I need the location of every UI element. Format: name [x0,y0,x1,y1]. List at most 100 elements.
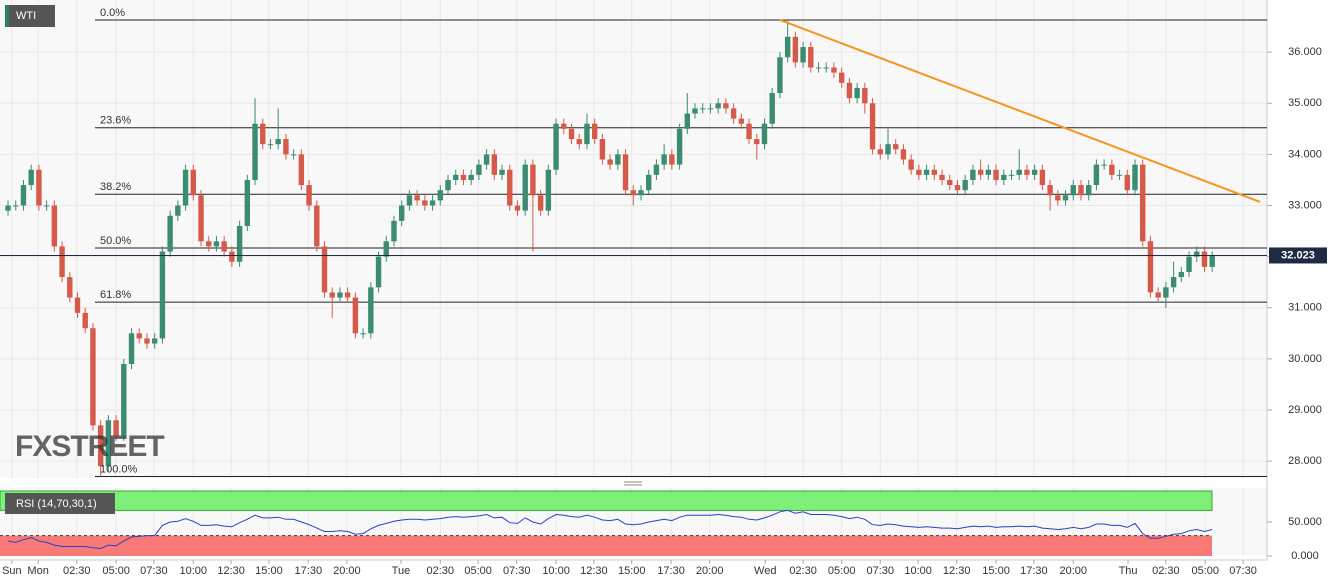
candle-body [275,139,281,145]
current-price-tag [1269,247,1327,264]
candle-body [398,205,405,221]
symbol-label: WTI [16,10,36,22]
x-tick-label: Tue [392,565,411,577]
fib-label: 23.6% [100,115,131,127]
x-tick-label: 15:00 [618,565,646,577]
candle-body [383,241,389,257]
candle-body [1178,271,1185,278]
candle-body [947,179,953,186]
candle-body [908,159,914,170]
candle-body [105,420,112,467]
candle-body [514,205,521,211]
candle-body [167,215,173,252]
candle-body [777,57,783,94]
rsi-badge [5,493,115,514]
x-tick-label: 15:00 [255,565,283,577]
x-tick-label: 07:30 [140,565,168,577]
candle-body [792,36,799,63]
candle-body [59,246,65,278]
candle-body [723,103,729,109]
x-tick-label: 10:00 [904,565,932,577]
candle-body [260,123,266,145]
x-tick-label: 17:30 [295,565,323,577]
candle-body [414,195,420,201]
x-tick-label: 05:00 [828,565,856,577]
fib-label: 50.0% [100,235,131,247]
candle-body [676,128,683,165]
candle-body [885,144,891,155]
candle-body [530,164,536,196]
candle-body [893,144,899,150]
candle-body [568,128,575,140]
x-tick-label: Sun [2,565,22,577]
x-tick-label: 12:30 [217,565,245,577]
candle-body [198,195,204,242]
candle-body [862,87,868,104]
candle-body [121,363,127,436]
candle-body [429,200,436,206]
candle-body [28,169,34,186]
candle-body [437,190,443,201]
candle-body [290,154,297,156]
candle-body [43,205,50,207]
candle-body [653,164,660,175]
candle-body [754,139,760,145]
x-tick-label: 17:30 [657,565,685,577]
candle-body [175,205,181,216]
candle-body [962,179,968,191]
candle-body [375,256,382,288]
x-tick-label: 10:00 [542,565,570,577]
x-tick-label: 12:30 [580,565,608,577]
candle-body [931,169,938,175]
rsi-line [7,509,1213,550]
candle-body [1194,251,1200,257]
x-tick-label: Mon [27,565,48,577]
oversold-band [0,535,1212,556]
candle-body [113,420,119,436]
marks [0,19,1267,550]
candle-body [784,36,791,58]
candle-body [916,169,922,175]
candle-body [1024,169,1030,175]
candle-body [182,169,189,206]
candle-body [646,174,652,191]
candle-body [13,205,19,207]
candle-body [939,174,945,180]
x-tick-label: 07:30 [867,565,895,577]
x-tick-label: 07:30 [1229,565,1257,577]
candle-body [831,67,837,73]
candle-body [561,123,567,129]
candle-body [406,195,413,206]
candle-body [252,123,258,180]
watermark: FXSTREET [15,430,164,463]
candle-body [337,292,343,298]
candle-body [1140,164,1146,242]
candle-body [800,47,806,63]
candle-body [1116,174,1123,176]
candle-body [661,154,667,165]
candle-body [599,139,606,160]
candle-body [669,154,675,165]
candle-body [761,123,768,145]
candle-body [985,169,992,175]
candle-body [1078,185,1084,196]
x-tick-label: 20:00 [696,565,724,577]
x-tick-label: 20:00 [1059,565,1087,577]
candle-body [90,328,96,426]
rsi-label: RSI (14,70,30,1) [16,498,97,510]
candle-body [453,174,459,180]
candle-body [607,159,613,165]
candle-body [1001,174,1007,180]
candle-body [468,174,474,180]
candle-body [545,169,552,211]
y-tick-label: 33.000 [1288,199,1322,211]
candle-body [221,241,227,252]
candle-body [630,190,636,196]
candle-body [1109,164,1115,175]
candle-body [82,312,88,329]
candle-body [360,333,366,335]
candle-body [553,123,559,170]
candle-body [591,123,598,140]
candle-body [283,139,289,155]
